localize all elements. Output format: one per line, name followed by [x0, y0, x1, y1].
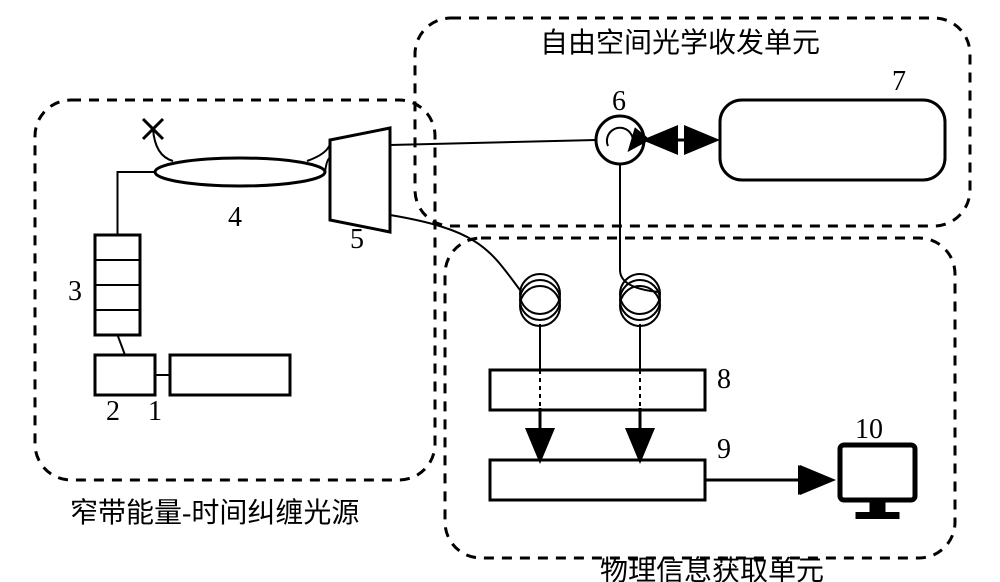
- component-8: [490, 370, 705, 410]
- circulator-arc: [607, 128, 633, 149]
- component-4: [155, 158, 325, 186]
- component-1: [170, 355, 290, 395]
- label-8: 8: [717, 364, 731, 395]
- monitor-base: [856, 512, 900, 519]
- label-6: 6: [612, 86, 626, 117]
- label-2: 2: [106, 396, 120, 427]
- component-2: [95, 355, 155, 395]
- label-1: 1: [148, 396, 162, 427]
- group-title-acquisition: 物理信息获取单元: [600, 555, 824, 582]
- monitor-icon: [840, 445, 915, 500]
- wire-3-4: [118, 172, 156, 235]
- fiber-6-to-coil: [620, 164, 658, 292]
- label-4: 4: [228, 202, 242, 233]
- component-5: [330, 128, 390, 232]
- label-5: 5: [350, 224, 364, 255]
- wire-4-5-top: [307, 144, 330, 161]
- label-3: 3: [68, 276, 82, 307]
- wire-2-3: [118, 335, 126, 355]
- group-title-transceiver: 自由空间光学收发单元: [540, 27, 820, 59]
- label-7: 7: [892, 66, 906, 97]
- component-6: [596, 116, 644, 164]
- monitor-stand: [870, 500, 886, 512]
- label-10: 10: [855, 414, 883, 445]
- component-7: [720, 100, 945, 180]
- label-9: 9: [717, 434, 731, 465]
- component-9: [490, 460, 705, 500]
- wire-5-6: [390, 140, 596, 145]
- group-title-source: 窄带能量-时间纠缠光源: [70, 497, 359, 529]
